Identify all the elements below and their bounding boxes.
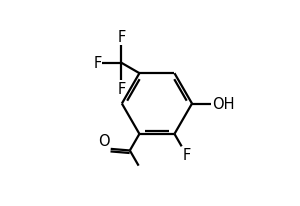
Text: F: F (93, 56, 101, 71)
Text: F: F (182, 147, 191, 162)
Text: O: O (98, 133, 110, 148)
Text: F: F (117, 30, 126, 45)
Text: F: F (117, 82, 126, 97)
Text: OH: OH (212, 97, 234, 111)
